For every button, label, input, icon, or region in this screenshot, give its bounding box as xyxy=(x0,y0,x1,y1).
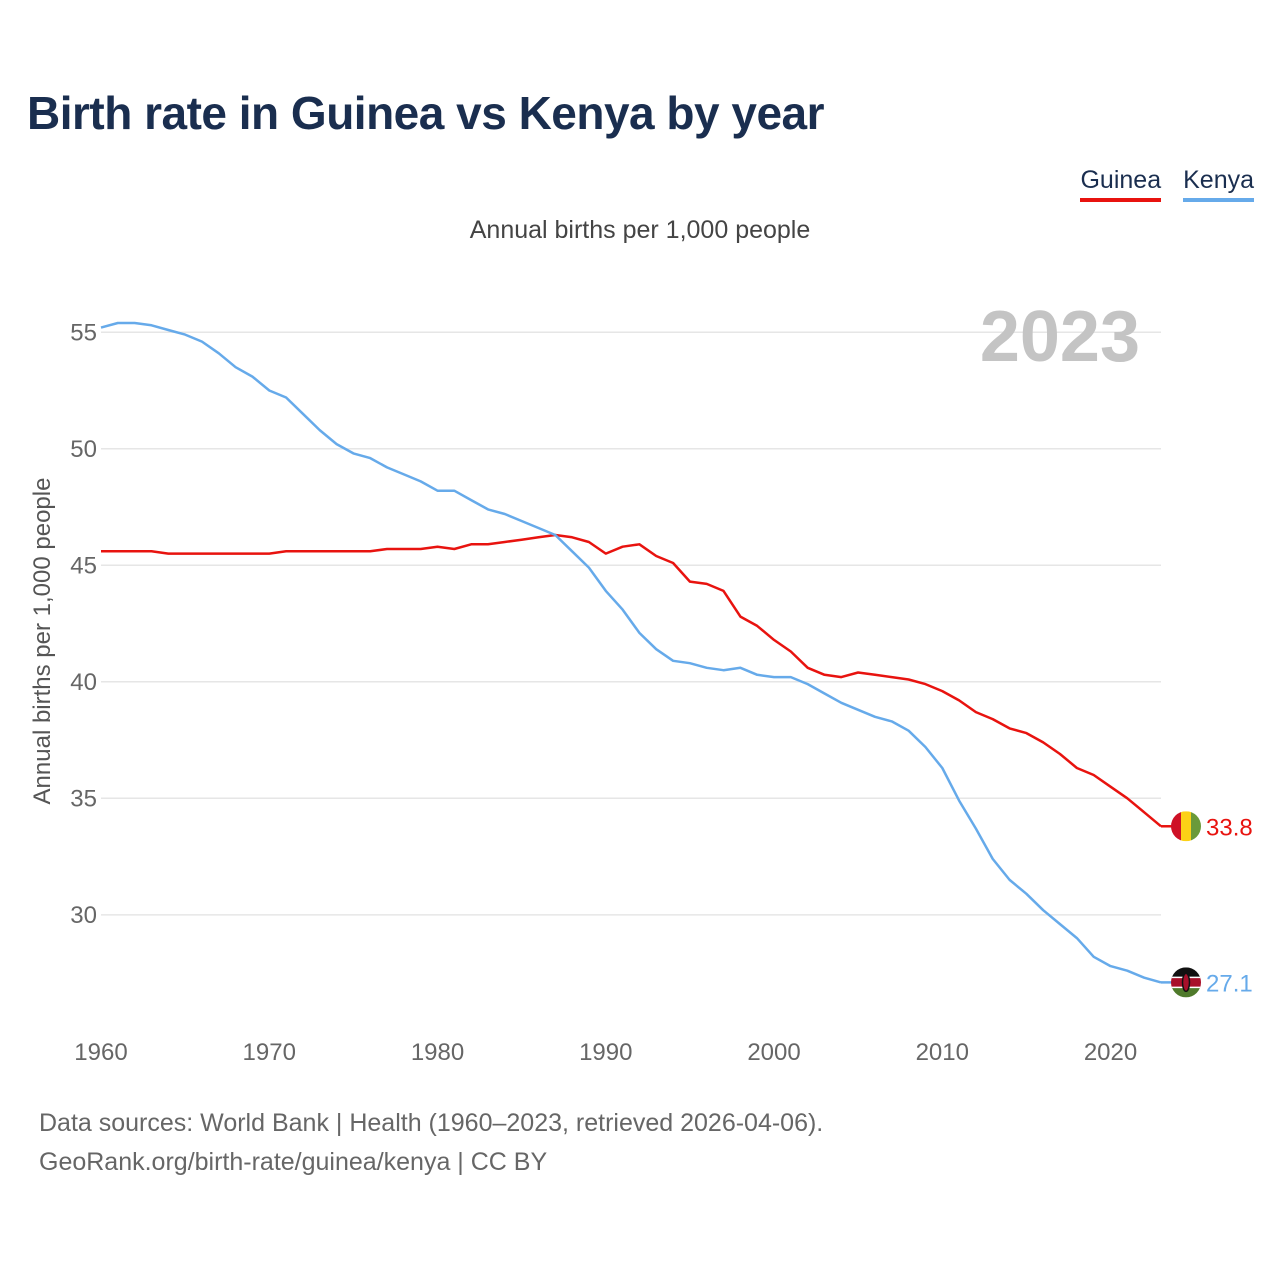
y-tick-label-35: 35 xyxy=(70,785,97,812)
grid-lines xyxy=(101,331,1161,916)
x-tick-label-2020: 2020 xyxy=(1084,1039,1137,1066)
footer: Data sources: World Bank | Health (1960–… xyxy=(39,1104,823,1182)
x-tick-label-2000: 2000 xyxy=(747,1039,800,1066)
end-markers: 33.8 27.1 xyxy=(1161,811,1253,998)
flag-stripe-yellow xyxy=(1181,811,1191,842)
y-tick-label-50: 50 xyxy=(70,436,97,463)
x-tick-label-2010: 2010 xyxy=(916,1039,969,1066)
series-lines xyxy=(100,321,1162,984)
legend: Guinea Kenya xyxy=(1080,166,1254,202)
flag-stripe-red xyxy=(1171,811,1181,842)
series-line-kenya xyxy=(100,321,1162,984)
x-tick-label-1960: 1960 xyxy=(74,1039,127,1066)
y-tick-label-30: 30 xyxy=(70,902,97,929)
y-tick-label-40: 40 xyxy=(70,669,97,696)
x-tick-label-1980: 1980 xyxy=(411,1039,464,1066)
series-line-guinea xyxy=(101,533,1162,828)
footer-source: Data sources: World Bank | Health (1960–… xyxy=(39,1109,824,1137)
flag-stripe-green xyxy=(1171,987,1201,998)
legend-item-guinea[interactable]: Guinea xyxy=(1080,166,1162,202)
flag-stripe-black xyxy=(1171,967,1201,978)
chart-subtitle: Annual births per 1,000 people xyxy=(469,216,811,244)
x-axis: 1960 1970 1980 1990 2000 2010 2020 xyxy=(74,1039,1137,1066)
end-value-label-kenya: 27.1 xyxy=(1206,970,1253,997)
x-tick-label-1990: 1990 xyxy=(579,1039,632,1066)
kenya-flag-icon xyxy=(1171,967,1201,998)
flag-stripe-green xyxy=(1191,811,1201,842)
y-tick-label-55: 55 xyxy=(70,319,97,346)
end-value-label-guinea: 33.8 xyxy=(1206,814,1253,841)
footer-link[interactable]: GeoRank.org/birth-rate/guinea/kenya | CC… xyxy=(39,1148,548,1176)
guinea-flag-icon xyxy=(1171,811,1201,842)
y-tick-label-45: 45 xyxy=(70,552,97,579)
year-watermark: 2023 xyxy=(980,297,1140,377)
legend-item-kenya[interactable]: Kenya xyxy=(1183,166,1254,202)
x-tick-label-1970: 1970 xyxy=(243,1039,296,1066)
chart-title: Birth rate in Guinea vs Kenya by year xyxy=(27,87,825,139)
y-axis: 30 35 40 45 50 55 xyxy=(70,319,97,929)
y-axis-label: Annual births per 1,000 people xyxy=(29,478,56,805)
flag-shield xyxy=(1181,972,1191,993)
